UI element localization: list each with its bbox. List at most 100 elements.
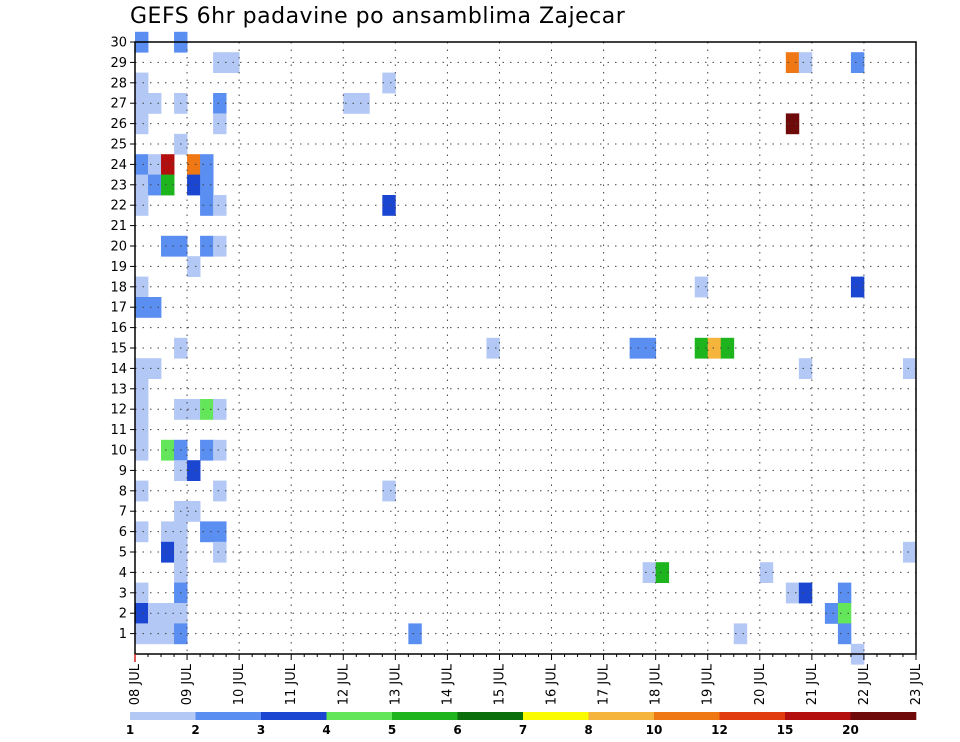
heatmap-cell [187, 399, 201, 420]
heatmap-cell [161, 439, 175, 461]
y-tick-label: 25 [110, 138, 127, 153]
x-tick-label: 14 JUL [440, 663, 455, 705]
heatmap-cell [213, 195, 227, 216]
y-tick-label: 8 [119, 484, 127, 499]
colorbar-label: 2 [191, 723, 199, 737]
heatmap-cell [161, 603, 175, 624]
x-tick-label: 20 JUL [753, 663, 768, 705]
heatmap-cell [161, 623, 175, 645]
dotted-gridlines [135, 41, 916, 654]
heatmap-cell [694, 276, 709, 298]
heatmap-cell [135, 358, 149, 379]
y-tick-label: 2 [119, 607, 127, 622]
heatmap-cell [759, 562, 774, 583]
heatmap-cell [148, 358, 162, 379]
x-tick-label: 08 JUL [128, 663, 143, 705]
heatmap-cell [642, 337, 657, 359]
heatmap-cell [720, 337, 735, 359]
heatmap-cell [213, 480, 227, 502]
y-tick-label: 13 [110, 382, 127, 397]
colorbar-swatch [130, 712, 196, 720]
y-tick-label: 18 [110, 280, 127, 295]
heatmap-cell [135, 623, 149, 645]
heatmap-cell [798, 358, 813, 379]
heatmap-cell [135, 521, 149, 543]
colorbar-swatch [326, 712, 393, 720]
colorbar-swatch [785, 712, 851, 720]
x-tick-label: 21 JUL [805, 663, 820, 705]
colorbar-label: 7 [519, 723, 527, 737]
heatmap-cell [213, 541, 227, 563]
x-tick-label: 15 JUL [492, 663, 507, 705]
colorbar-label: 12 [711, 723, 728, 737]
y-tick-label: 22 [110, 199, 127, 214]
heatmap-cell [135, 603, 149, 624]
heatmap-cell [200, 174, 214, 196]
heatmap-cell [161, 521, 175, 543]
heatmap-cell [148, 174, 162, 196]
x-tick-label: 22 JUL [857, 663, 872, 705]
heatmap-cell [837, 603, 852, 624]
heatmap-cell [850, 52, 865, 73]
colorbar-label: 10 [646, 723, 663, 737]
colorbar-label: 4 [322, 723, 330, 737]
x-tick-label: 09 JUL [180, 663, 195, 705]
heatmap-cell [148, 623, 162, 645]
heatmap-cell [902, 358, 917, 379]
y-tick-label: 5 [119, 546, 127, 561]
y-tick-label: 27 [110, 97, 127, 112]
heatmap-cell [161, 541, 175, 563]
heatmap-cell [785, 582, 800, 604]
heatmap-cell [187, 501, 201, 522]
x-tick-label: 16 JUL [545, 663, 560, 705]
heatmap-cell [785, 52, 800, 73]
heatmap-cell [135, 113, 149, 135]
y-tick-label: 3 [119, 586, 127, 601]
colorbar-label: 15 [777, 723, 794, 737]
heatmap-cell [655, 562, 670, 583]
heatmap-cell [135, 154, 149, 175]
colorbar-swatch [588, 712, 655, 720]
heatmap-cell [187, 174, 201, 196]
colorbar-swatch [719, 712, 786, 720]
heatmap-cell [486, 337, 500, 359]
heatmap-cell [200, 235, 214, 257]
heatmap-cell [135, 480, 149, 502]
heatmap-cell [707, 337, 722, 359]
y-tick-label: 28 [110, 76, 127, 91]
heatmap-cell [200, 195, 214, 216]
x-axis-tick-labels: 08 JUL 09 JUL 10 JUL 11 JUL 12 JUL 13 JUL 14 J… [128, 663, 924, 705]
y-tick-label: 21 [110, 219, 127, 234]
y-tick-label: 17 [110, 301, 127, 316]
heatmap-cell [135, 174, 149, 196]
colorbar-swatch [457, 712, 524, 720]
x-tick-label: 23 JUL [909, 663, 924, 705]
y-tick-label: 29 [110, 56, 127, 71]
y-tick-label: 20 [110, 240, 127, 255]
heatmap-cell [837, 582, 852, 604]
heatmap-cell [733, 623, 748, 645]
y-tick-label: 30 [110, 36, 127, 51]
heatmap-cells [135, 31, 917, 665]
heatmap-cell [382, 195, 396, 216]
heatmap-cell [850, 276, 865, 298]
colorbar-swatch [850, 712, 917, 720]
heatmap-cell [135, 72, 149, 94]
y-tick-label: 15 [110, 342, 127, 357]
colorbar-swatch [195, 712, 262, 720]
colorbar-label: 5 [388, 723, 396, 737]
colorbar-label: 8 [584, 723, 592, 737]
heatmap-cell [798, 582, 813, 604]
y-tick-label: 14 [110, 362, 127, 377]
colorbar-swatch [392, 712, 458, 720]
heatmap-cell [135, 399, 149, 420]
heatmap-cell [629, 337, 644, 359]
heatmap-cell [200, 439, 214, 461]
x-tick-label: 18 JUL [649, 663, 664, 705]
heatmap-cell [148, 93, 162, 114]
axis-ticks [130, 41, 917, 662]
x-tick-label: 17 JUL [597, 663, 612, 705]
heatmap-cell [135, 276, 149, 298]
heatmap-cell [694, 337, 709, 359]
y-tick-label: 7 [119, 505, 127, 520]
